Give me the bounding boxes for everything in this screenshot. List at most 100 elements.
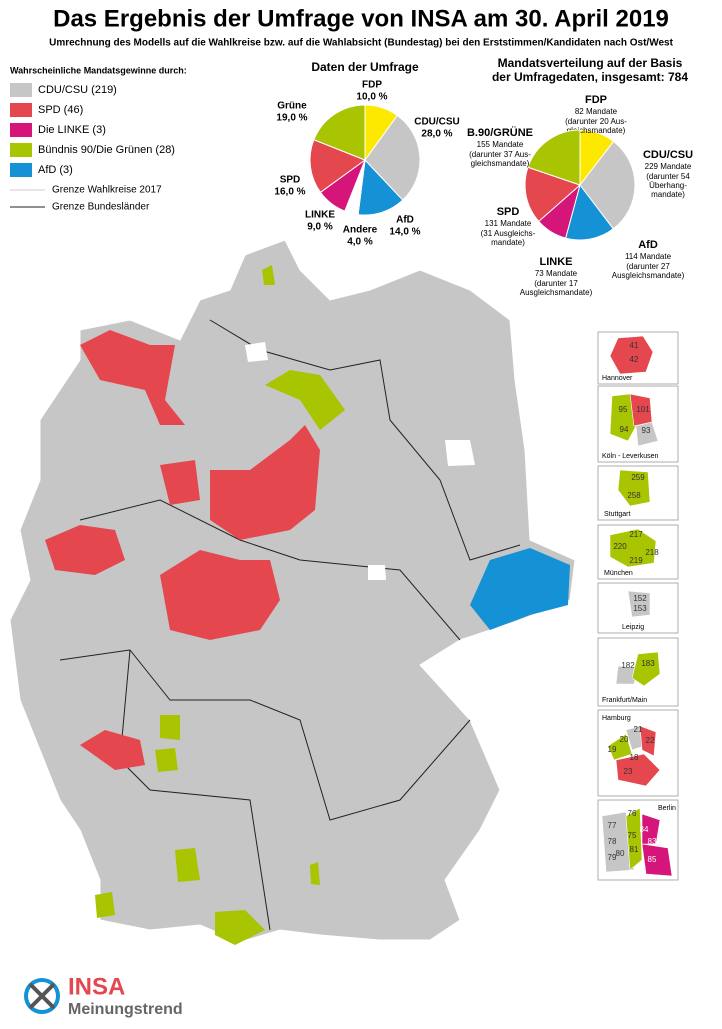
slice-value-label: 155 Mandate: [477, 140, 524, 149]
district-number: 153: [633, 604, 647, 613]
district-number: 18: [630, 753, 639, 762]
inset-name: Frankfurt/Main: [602, 697, 647, 704]
slice-value-label: 229 Mandate: [645, 162, 692, 171]
insets: Hannover 41 42 Köln - Leverkusen 95 101 94 93 St…: [597, 331, 679, 881]
district-number: 76: [628, 809, 637, 818]
state-border: [119, 649, 271, 931]
slice-category: Grüne: [277, 101, 307, 112]
slice-note: (darunter 17: [534, 279, 578, 288]
logo-brand: INSA: [68, 973, 125, 1000]
legend-label: Die LINKE (3): [38, 124, 106, 136]
city-white: [245, 342, 268, 362]
district-number: 75: [628, 831, 637, 840]
slice-note: (darunter 20 Aus-: [565, 117, 627, 126]
district-number: 78: [608, 837, 617, 846]
slice-category: LINKE: [540, 256, 573, 268]
legend-swatch: [10, 123, 32, 137]
district-number: 183: [641, 659, 655, 668]
inset-area: [627, 590, 651, 618]
district-number: 41: [630, 341, 639, 350]
inset-name: Hannover: [602, 375, 633, 382]
inset-area: [609, 528, 657, 568]
gruene-region: [310, 862, 320, 885]
spd-region: [160, 460, 200, 505]
gruene-region: [95, 892, 115, 918]
district-number: 218: [645, 548, 659, 557]
slice-value-label: 14,0 %: [389, 227, 420, 238]
district-number: 93: [642, 426, 651, 435]
slice-note: Ausgleichsmandate): [612, 271, 685, 280]
legend-label: Grenze Wahlkreise 2017: [52, 185, 162, 196]
inset-area: [615, 753, 661, 787]
slice-value-label: 28,0 %: [421, 129, 452, 140]
slice-value-label: 73 Mandate: [535, 269, 578, 278]
legend-label: Grenze Bundesländer: [52, 202, 150, 213]
slice-value-label: 114 Mandate: [625, 252, 672, 261]
gruene-region: [175, 848, 200, 882]
slice-value-label: 19,0 %: [276, 113, 307, 124]
slice-note: mandate): [651, 190, 685, 199]
gruene-region: [155, 748, 178, 772]
inset-name: Stuttgart: [604, 511, 631, 518]
spd-region: [45, 525, 125, 575]
district-number: 258: [627, 491, 641, 500]
slice-note: (31 Ausgleichs-: [481, 229, 536, 238]
district-number: 217: [629, 530, 643, 539]
state-border: [59, 649, 471, 821]
logo: INSA Meinungstrend: [24, 973, 183, 1018]
district-number: 85: [648, 855, 657, 864]
district-number: 259: [631, 473, 645, 482]
state-border: [79, 499, 461, 641]
slice-category: FDP: [585, 94, 607, 106]
inset-area: [609, 335, 654, 375]
inset-name: Leipzig: [622, 624, 644, 631]
slice-value-label: 10,0 %: [356, 92, 387, 103]
district-number: 182: [621, 661, 635, 670]
district-number: 95: [619, 405, 628, 414]
gruene-region: [265, 370, 345, 430]
germany-map: [9, 239, 576, 945]
slice-category: B.90/GRÜNE: [467, 126, 533, 139]
slice-note: gleichsmandate): [567, 126, 626, 135]
pie-title: Daten der Umfrage: [311, 60, 419, 74]
slice-category: FDP: [362, 80, 382, 91]
district-number: 83: [648, 837, 657, 846]
legend-swatch: [10, 163, 32, 177]
inset-area: [641, 813, 661, 845]
legend-label: AfD (3): [38, 164, 73, 176]
pie-slice: [309, 139, 367, 194]
slice-note: (darunter 37 Aus-: [469, 150, 531, 159]
district-number: 19: [608, 745, 617, 754]
slice-note: gleichsmandate): [471, 159, 530, 168]
slice-category: AfD: [396, 215, 414, 226]
slice-value-label: 4,0 %: [347, 237, 373, 248]
inset-area: [609, 393, 637, 442]
pie-slice: [565, 183, 614, 241]
legend: Wahrscheinliche Mandatsgewinne durch: CD…: [10, 65, 187, 213]
city-white: [368, 565, 386, 580]
state-border: [209, 319, 521, 561]
slice-value-label: 131 Mandate: [485, 219, 532, 228]
inset-frame: [597, 582, 679, 634]
inset-name: Berlin: [658, 805, 676, 812]
pie-title: Mandatsverteilung auf der Basis: [498, 56, 683, 70]
district-number: 220: [613, 542, 627, 551]
slice-category: AfD: [638, 239, 658, 251]
slice-category: LINKE: [305, 210, 335, 221]
slice-note: mandate): [491, 238, 525, 247]
slice-value-label: 16,0 %: [274, 187, 305, 198]
spd-region: [80, 330, 185, 425]
slice-note: (darunter 54: [646, 172, 690, 181]
district-number: 79: [608, 853, 617, 862]
district-number: 81: [630, 845, 639, 854]
inset-area: [639, 725, 657, 757]
district-number: 80: [616, 849, 625, 858]
inset-area: [641, 843, 673, 877]
logo-tagline: Meinungstrend: [68, 1001, 183, 1018]
district-number: 22: [646, 736, 655, 745]
spd-region: [80, 730, 145, 770]
inset-area: [625, 807, 643, 871]
slice-category: CDU/CSU: [414, 117, 460, 128]
